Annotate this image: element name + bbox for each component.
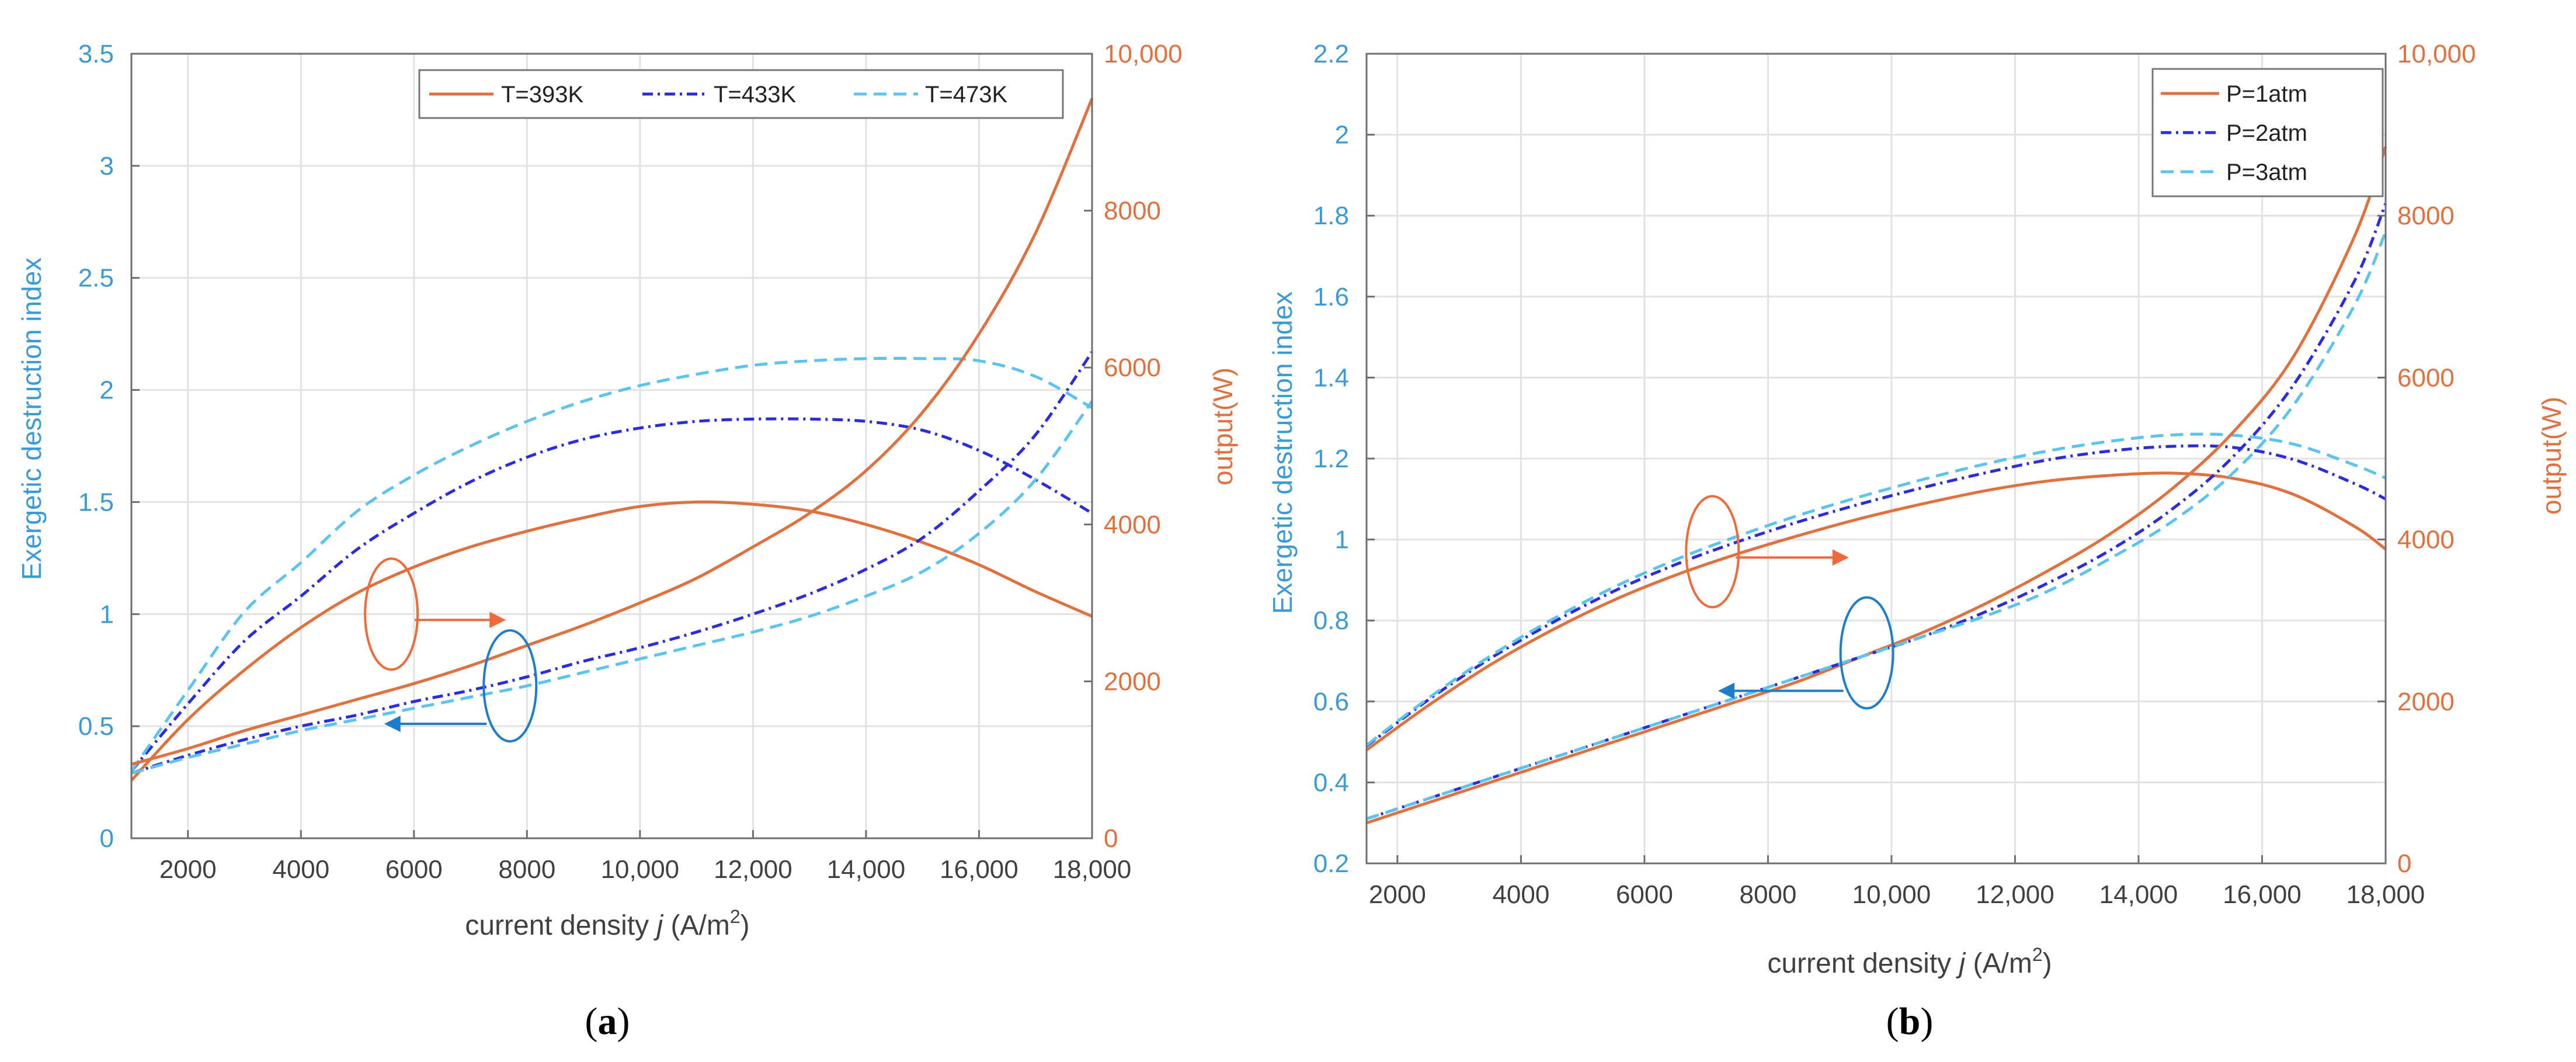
panel-a-plot-frame xyxy=(130,53,1093,839)
x-tick-label: 4000 xyxy=(272,855,329,884)
right-tick-label: 10,000 xyxy=(2397,40,2476,68)
left-tick-label: 0.8 xyxy=(1313,606,1349,635)
series-line-output-p-1atm xyxy=(1365,471,2387,752)
series-line-exergetic-t-393k xyxy=(131,98,1094,766)
annotation-arrow-head xyxy=(384,716,401,733)
x-tick-label: 16,000 xyxy=(940,855,1018,884)
series-line-exergetic-t-473k xyxy=(131,400,1094,775)
legend-b-text-2: P=2atm xyxy=(2226,120,2307,146)
legend-a-text-2: T=433K xyxy=(714,82,797,107)
panel-b-annotations xyxy=(1685,495,1894,710)
left-tick-label: 2.5 xyxy=(78,264,114,293)
panel-a-left-ticks: 0 0.5 1 1.5 2 2.5 3 3.5 xyxy=(78,40,140,853)
panel-a-left-axis-label: Exergetic destruction index xyxy=(16,258,47,580)
series-line-exergetic-p-3atm xyxy=(1366,231,2387,821)
left-tick-label: 1.6 xyxy=(1313,283,1349,311)
series-line-output-t-473k xyxy=(130,356,1093,772)
x-tick-label: 12,000 xyxy=(714,855,792,884)
right-tick-label: 6000 xyxy=(2397,363,2455,392)
panel-a-caption: (a) xyxy=(585,1000,630,1043)
x-tick-label: 2000 xyxy=(159,855,217,884)
panel-b-legend: P=1atm P=2atm P=3atm xyxy=(2151,68,2384,197)
left-tick-label: 1.8 xyxy=(1313,202,1349,230)
panel-a-x-axis-label: current density j (A/m2) xyxy=(465,906,749,941)
annotation-ellipse xyxy=(364,557,419,671)
left-tick-label: 1.5 xyxy=(78,488,114,516)
right-tick-label: 2000 xyxy=(2397,688,2455,716)
panel-b-left-ticks: 0.2 0.4 0.6 0.8 1 1.2 1.4 1.6 1.8 2 2.2 xyxy=(1313,40,1375,878)
right-tick-label: 0 xyxy=(2397,849,2411,878)
panel-a-right-ticks: 0 2000 4000 6000 8000 10,000 xyxy=(1084,40,1183,853)
panel-a-right-axis-label: output(W) xyxy=(1208,367,1238,485)
left-tick-label: 3.5 xyxy=(78,40,114,68)
annotation-ellipse xyxy=(482,629,538,743)
series-line-output-t-393k xyxy=(130,500,1093,782)
panel-b-right-ticks: 0 2000 4000 6000 8000 10,000 xyxy=(2377,40,2476,878)
left-tick-label: 0.6 xyxy=(1313,688,1349,716)
annotation-arrow-head xyxy=(489,612,506,629)
panel-b-x-axis-label: current density j (A/m2) xyxy=(1767,944,2052,979)
panel-b-chart: 2000 4000 6000 8000 10,000 12,000 14,000 16,000… xyxy=(1267,40,2567,1043)
legend-a-text-3: T=473K xyxy=(925,82,1008,107)
series-line-output-t-433k xyxy=(130,417,1093,772)
left-tick-label: 0.2 xyxy=(1313,849,1349,878)
x-tick-label: 6000 xyxy=(1616,880,1673,909)
panel-a-annotations xyxy=(364,557,538,743)
left-tick-label: 1 xyxy=(1335,526,1349,554)
left-tick-label: 3 xyxy=(100,152,114,181)
x-tick-label: 10,000 xyxy=(1852,880,1931,909)
legend-b-text-1: P=1atm xyxy=(2226,81,2307,107)
right-tick-label: 10,000 xyxy=(1104,40,1183,68)
left-tick-label: 1 xyxy=(100,600,114,629)
x-tick-label: 18,000 xyxy=(1053,855,1132,884)
left-tick-label: 0.4 xyxy=(1313,768,1349,797)
annotation-ellipse xyxy=(1685,495,1740,609)
left-tick-label: 2.2 xyxy=(1313,40,1349,68)
panel-a-legend: T=393K T=433K T=473K xyxy=(418,69,1064,119)
left-tick-label: 0 xyxy=(100,824,114,853)
right-tick-label: 0 xyxy=(1104,824,1118,853)
legend-a-text-1: T=393K xyxy=(501,82,584,107)
x-tick-label: 8000 xyxy=(1739,880,1796,909)
panel-b-left-axis-label: Exergetic destruction index xyxy=(1267,291,1298,614)
right-tick-label: 8000 xyxy=(1104,197,1161,225)
right-tick-label: 4000 xyxy=(1104,511,1161,539)
left-tick-label: 1.4 xyxy=(1313,363,1349,392)
x-tick-label: 6000 xyxy=(385,855,443,884)
x-tick-label: 14,000 xyxy=(827,855,906,884)
series-line-exergetic-p-1atm xyxy=(1366,146,2387,825)
x-tick-label: 12,000 xyxy=(1976,880,2054,909)
panel-b-caption: (b) xyxy=(1886,1000,1934,1043)
x-tick-label: 4000 xyxy=(1492,880,1549,909)
left-tick-label: 2 xyxy=(1335,121,1349,150)
left-tick-label: 2 xyxy=(100,376,114,405)
right-tick-label: 8000 xyxy=(2397,202,2455,230)
panel-a-x-ticks: 2000 4000 6000 8000 10,000 12,000 14,000 16,000… xyxy=(159,830,1131,884)
x-tick-label: 8000 xyxy=(498,855,555,884)
x-tick-label: 18,000 xyxy=(2346,880,2425,909)
x-tick-label: 10,000 xyxy=(601,855,680,884)
right-tick-label: 2000 xyxy=(1104,667,1161,696)
annotation-ellipse xyxy=(1839,596,1894,710)
right-tick-label: 4000 xyxy=(2397,526,2455,554)
panel-a-series-group xyxy=(130,98,1094,782)
panel-a-chart: 2000 4000 6000 8000 10,000 12,000 14,000 16,000… xyxy=(16,40,1238,1043)
left-tick-label: 0.5 xyxy=(78,712,114,741)
x-tick-label: 16,000 xyxy=(2223,880,2302,909)
panel-b-x-ticks: 2000 4000 6000 8000 10,000 12,000 14,000 16,000… xyxy=(1369,855,2425,909)
panel-b-series-group xyxy=(1365,146,2387,825)
annotation-arrow-head xyxy=(1718,682,1734,699)
x-tick-label: 14,000 xyxy=(2099,880,2178,909)
legend-b-text-3: P=3atm xyxy=(2226,159,2307,185)
series-line-output-p-3atm xyxy=(1365,432,2386,747)
left-tick-label: 1.2 xyxy=(1313,445,1349,473)
annotation-arrow-head xyxy=(1832,549,1849,566)
x-tick-label: 2000 xyxy=(1369,880,1426,909)
panel-b-right-axis-label: output(W) xyxy=(2536,397,2567,515)
series-line-exergetic-t-433k xyxy=(131,350,1094,775)
right-tick-label: 6000 xyxy=(1104,353,1161,382)
